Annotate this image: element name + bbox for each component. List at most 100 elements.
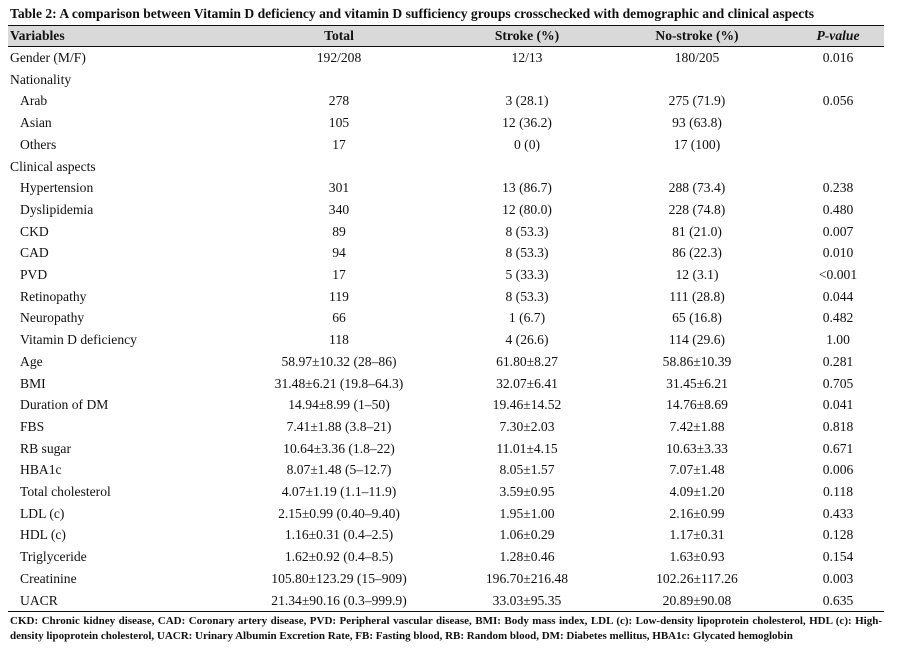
cell-p-value: 0.016 <box>822 50 854 65</box>
cell-total: 105 <box>328 115 350 131</box>
table-row: Asian 105 12 (36.2) 93 (63.8) <box>8 112 884 134</box>
table-row: HDL (c) 1.16±0.31 (0.4–2.5) 1.06±0.29 1.17±… <box>8 524 884 546</box>
cell-no-stroke <box>602 69 792 91</box>
table-row: FBS 7.41±1.88 (3.8–21) 7.30±2.03 7.42±1.88 0… <box>8 416 884 438</box>
cell-total: 119 <box>329 288 349 304</box>
cell-stroke: 8 (53.3) <box>505 245 549 261</box>
cell-p-value <box>792 69 884 91</box>
cell-total: 89 <box>332 223 346 239</box>
cell-p-value: 0.635 <box>792 589 884 613</box>
cell-p-value <box>792 134 884 156</box>
table-row: Clinical aspects <box>8 156 884 178</box>
cell-stroke: 3.59±0.95 <box>499 484 555 500</box>
cell-no-stroke: 275 (71.9) <box>668 93 726 109</box>
row-label: Gender (M/F) <box>10 50 86 65</box>
cell-total: 4.07±1.19 (1.1–11.9) <box>281 484 397 500</box>
row-label: HDL (c) <box>20 527 66 543</box>
cell-p-value: 0.006 <box>822 462 854 478</box>
row-label: Creatinine <box>20 570 77 586</box>
cell-no-stroke: 7.07±1.48 <box>669 462 725 478</box>
cell-total: 118 <box>329 332 349 348</box>
cell-no-stroke: 2.16±0.99 <box>669 505 725 521</box>
table-row: Gender (M/F) 192/208 12/13 180/205 0.016 <box>8 47 884 69</box>
table-row: Neuropathy 66 1 (6.7) 65 (16.8) 0.482 <box>8 307 884 329</box>
cell-total: 301 <box>328 180 350 196</box>
cell-p-value: 1.00 <box>826 332 850 348</box>
cell-total: 278 <box>328 93 350 109</box>
cell-stroke: 8 (53.3) <box>505 288 549 304</box>
cell-no-stroke: 4.09±1.20 <box>669 484 725 500</box>
cell-p-value <box>792 112 884 134</box>
cell-stroke: 196.70±216.48 <box>485 570 569 586</box>
table-row: CAD 94 8 (53.3) 86 (22.3) 0.010 <box>8 242 884 264</box>
cell-no-stroke: 58.86±10.39 <box>662 353 732 369</box>
column-header-p-value: P-value <box>792 25 884 47</box>
cell-p-value: 0.482 <box>822 310 854 326</box>
cell-p-value: 0.705 <box>822 375 854 391</box>
cell-no-stroke: 1.17±0.31 <box>669 527 725 543</box>
cell-stroke <box>452 156 602 178</box>
cell-stroke: 19.46±14.52 <box>492 397 562 413</box>
cell-total: 17 <box>332 267 346 283</box>
row-label: Others <box>20 136 57 152</box>
row-label: Hypertension <box>20 180 94 196</box>
cell-stroke: 8 (53.3) <box>505 223 549 239</box>
cell-total: 8.07±1.48 (5–12.7) <box>286 462 392 478</box>
cell-no-stroke: 65 (16.8) <box>672 310 722 326</box>
cell-p-value: 0.671 <box>822 440 854 456</box>
row-label: Age <box>20 353 43 369</box>
cell-stroke: 12 (36.2) <box>502 115 552 131</box>
cell-total <box>226 69 452 91</box>
cell-p-value: 0.818 <box>822 418 854 434</box>
cell-no-stroke: 228 (74.8) <box>668 201 726 217</box>
row-label: BMI <box>20 375 46 391</box>
cell-total: 94 <box>332 245 346 261</box>
table-footnote: CKD: Chronic kidney disease, CAD: Corona… <box>10 615 882 643</box>
cell-total: 31.48±6.21 (19.8–64.3) <box>274 375 404 391</box>
table-document: Table 2: A comparison between Vitamin D … <box>8 4 884 644</box>
row-label: PVD <box>20 267 48 283</box>
cell-stroke: 5 (33.3) <box>505 267 549 283</box>
table-row: Total cholesterol 4.07±1.19 (1.1–11.9) 3.5… <box>8 481 884 503</box>
cell-total: 1.62±0.92 (0.4–8.5) <box>284 549 394 565</box>
row-label: UACR <box>8 589 226 613</box>
cell-p-value: 0.128 <box>822 527 854 543</box>
row-label: Nationality <box>10 71 72 87</box>
table-title: Table 2: A comparison between Vitamin D … <box>10 6 815 21</box>
cell-no-stroke: 93 (63.8) <box>672 115 722 131</box>
cell-no-stroke: 31.45±6.21 <box>666 375 728 391</box>
column-header-variables: Variables <box>8 25 226 47</box>
cell-stroke: 0 (0) <box>513 136 541 152</box>
cell-stroke: 3 (28.1) <box>505 93 549 109</box>
cell-stroke: 33.03±95.35 <box>452 589 602 613</box>
cell-total: 1.16±0.31 (0.4–2.5) <box>284 527 394 543</box>
row-label: FBS <box>20 418 45 434</box>
cell-stroke: 1.95±1.00 <box>499 505 555 521</box>
column-header-no-stroke: No-stroke (%) <box>602 25 792 47</box>
row-label: RB sugar <box>20 440 71 456</box>
table-row: CKD 89 8 (53.3) 81 (21.0) 0.007 <box>8 221 884 243</box>
cell-no-stroke: 7.42±1.88 <box>669 418 725 434</box>
cell-total: 192/208 <box>316 50 362 65</box>
cell-total: 2.15±0.99 (0.40–9.40) <box>278 505 400 521</box>
row-label: Triglyceride <box>20 549 87 565</box>
cell-p-value: 0.281 <box>822 353 854 369</box>
cell-p-value: 0.433 <box>822 505 854 521</box>
cell-p-value: <0.001 <box>818 267 858 283</box>
table-row: RB sugar 10.64±3.36 (1.8–22) 11.01±4.15 10.… <box>8 438 884 460</box>
cell-total: 340 <box>328 201 350 217</box>
cell-p-value: 0.480 <box>822 201 854 217</box>
cell-p-value <box>792 156 884 178</box>
cell-no-stroke: 102.26±117.26 <box>656 570 738 586</box>
cell-no-stroke: 180/205 <box>674 50 720 65</box>
cell-no-stroke: 111 (28.8) <box>669 288 725 304</box>
table-body: Gender (M/F) 192/208 12/13 180/205 0.016 Nati… <box>8 47 884 613</box>
row-label: Neuropathy <box>20 310 85 326</box>
cell-p-value: 0.044 <box>822 288 854 304</box>
cell-stroke: 7.30±2.03 <box>499 418 555 434</box>
cell-p-value: 0.056 <box>822 93 854 109</box>
table-row: Others 17 0 (0) 17 (100) <box>8 134 884 156</box>
cell-no-stroke: 86 (22.3) <box>672 245 722 261</box>
cell-stroke: 8.05±1.57 <box>499 462 555 478</box>
table-row: Age 58.97±10.32 (28–86) 61.80±8.27 58.86±10… <box>8 351 884 373</box>
